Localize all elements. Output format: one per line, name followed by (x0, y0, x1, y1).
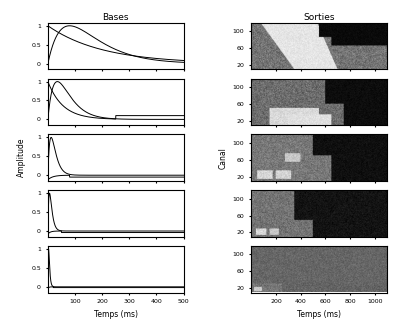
Y-axis label: Amplitude: Amplitude (17, 138, 26, 177)
Y-axis label: Canal: Canal (218, 147, 227, 169)
X-axis label: Temps (ms): Temps (ms) (94, 310, 138, 319)
Title: Sorties: Sorties (304, 13, 335, 22)
Title: Bases: Bases (103, 13, 129, 22)
X-axis label: Temps (ms): Temps (ms) (297, 310, 341, 319)
